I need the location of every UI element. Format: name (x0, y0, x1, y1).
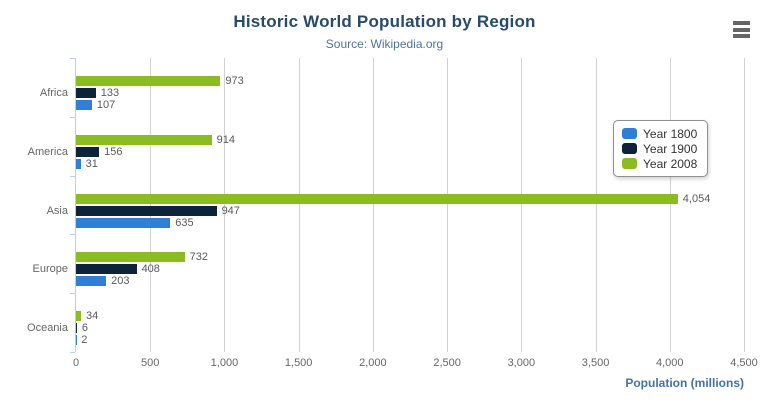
bar-america-year-1800[interactable] (76, 158, 81, 169)
hamburger-icon (733, 21, 750, 38)
data-label-africa-year-1800: 107 (96, 99, 116, 111)
chart-title: Historic World Population by Region (233, 12, 536, 31)
legend-item-year-2008[interactable]: Year 2008 (622, 156, 697, 171)
legend-item-year-1800[interactable]: Year 1800 (622, 126, 697, 141)
x-tick-label: 3,000 (507, 357, 536, 369)
data-label-oceania-year-1800: 2 (81, 334, 88, 347)
data-label-europe-year-1900: 408 (141, 263, 160, 276)
x-tick-label: 1,000 (210, 357, 239, 369)
bar-america-year-1900[interactable] (76, 146, 100, 157)
category-label-asia: Asia (46, 204, 68, 217)
data-label-africa-year-2008: 973 (225, 75, 244, 87)
data-label-america-year-1800: 31 (85, 157, 98, 170)
gridline (298, 58, 300, 352)
x-tick-label: 0 (72, 357, 80, 369)
bar-asia-year-1900[interactable] (76, 205, 217, 216)
x-tick-label: 2,500 (433, 357, 461, 369)
gridline (521, 58, 523, 352)
category-label-europe: Europe (32, 263, 68, 276)
bar-oceania-year-1900[interactable] (76, 323, 77, 334)
y-axis-tick (70, 234, 75, 235)
data-label-asia-year-1900: 947 (221, 204, 240, 217)
x-axis-title: Population (millions) (625, 376, 744, 390)
context-menu-button[interactable] (733, 21, 750, 38)
category-label-america: America (27, 145, 68, 158)
legend: Year 1800 Year 1900 Year 2008 (613, 120, 709, 177)
bar-europe-year-1800[interactable] (76, 276, 107, 287)
chart-subtitle: Source: Wikipedia.org (325, 37, 444, 51)
x-tick-label: 4,000 (656, 357, 684, 369)
bar-africa-year-1800[interactable] (76, 100, 92, 110)
legend-swatch-icon (622, 128, 637, 139)
data-label-oceania-year-1900: 6 (81, 322, 89, 335)
legend-item-label: Year 1800 (643, 126, 698, 141)
data-label-africa-year-1900: 133 (100, 87, 120, 99)
bar-america-year-2008[interactable] (76, 134, 212, 145)
legend-item-year-1900[interactable]: Year 1900 (622, 141, 697, 156)
y-axis-tick (70, 117, 75, 118)
data-label-america-year-1900: 156 (104, 145, 123, 158)
y-axis-tick (70, 293, 75, 294)
x-tick-label: 500 (141, 357, 160, 369)
data-label-europe-year-2008: 732 (189, 251, 209, 264)
bar-oceania-year-2008[interactable] (76, 311, 82, 322)
y-axis-line (75, 58, 76, 352)
gridline (744, 58, 745, 352)
legend-swatch-icon (622, 158, 637, 169)
bar-africa-year-2008[interactable] (76, 76, 221, 86)
legend-item-label: Year 1900 (643, 141, 698, 156)
bar-africa-year-1900[interactable] (76, 88, 96, 98)
data-label-asia-year-2008: 4,054 (682, 192, 711, 205)
data-label-europe-year-1800: 203 (111, 275, 130, 288)
gridline (669, 58, 671, 352)
legend-swatch-icon (622, 143, 637, 154)
category-label-africa: Africa (39, 87, 68, 99)
x-tick-label: 2,000 (359, 357, 387, 369)
gridline (595, 58, 597, 352)
legend-item-label: Year 2008 (643, 156, 698, 171)
x-tick-label: 3,500 (581, 357, 610, 369)
data-label-oceania-year-2008: 34 (86, 310, 99, 323)
gridline (447, 58, 449, 352)
plot-area: 973 133 107 914 156 31 4,054 947 635 732 408 203 34 6… (70, 58, 745, 353)
category-label-oceania: Oceania (27, 322, 68, 335)
bar-europe-year-1900[interactable] (76, 264, 137, 275)
gridline (150, 58, 152, 352)
y-axis-tick (70, 58, 75, 59)
x-tick-label: 4,500 (730, 357, 758, 369)
data-label-america-year-2008: 914 (216, 133, 236, 146)
bar-europe-year-2008[interactable] (76, 252, 185, 263)
gridline (224, 58, 226, 352)
data-label-asia-year-1800: 635 (175, 216, 194, 229)
bar-asia-year-1800[interactable] (76, 217, 171, 228)
y-axis-tick (70, 352, 75, 353)
bar-asia-year-2008[interactable] (76, 193, 678, 204)
x-tick-label: 1,500 (284, 357, 313, 369)
y-axis-tick (70, 176, 75, 177)
gridline (372, 58, 374, 352)
